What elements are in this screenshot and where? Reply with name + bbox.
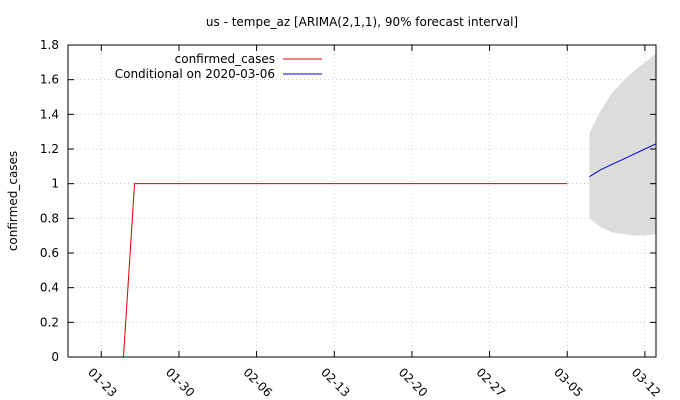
- x-tick-label: 02-27: [473, 365, 508, 400]
- x-tick-label: 02-06: [240, 365, 275, 400]
- y-tick-label: 1.4: [40, 107, 59, 121]
- y-tick-label: 0.6: [40, 246, 59, 260]
- x-tick-label: 03-05: [551, 365, 586, 400]
- forecast-band-layer: [589, 53, 656, 236]
- plot-border: [67, 44, 657, 358]
- grid: [68, 44, 656, 358]
- x-tick-label: 03-12: [629, 365, 664, 400]
- y-tick-label: 0.4: [40, 281, 59, 295]
- y-tick-label: 1: [51, 177, 59, 191]
- x-tick-label: 02-20: [396, 365, 431, 400]
- y-tick-label: 0.2: [40, 315, 59, 329]
- x-tick-label: 02-13: [318, 365, 353, 400]
- x-tick-label: 01-30: [163, 365, 198, 400]
- y-axis-label: confirmed_cases: [6, 151, 20, 251]
- legend-label: Conditional on 2020-03-06: [115, 67, 275, 81]
- y-tick-label: 0: [51, 350, 59, 364]
- series-layer: [122, 143, 657, 358]
- y-tick-label: 1.6: [40, 73, 59, 87]
- conditional-forecast-line: [589, 143, 657, 178]
- x-tick-label: 01-23: [85, 365, 120, 400]
- chart-title: us - tempe_az [ARIMA(2,1,1), 90% forecas…: [206, 15, 518, 29]
- y-tick-label: 1.8: [40, 38, 59, 52]
- y-tick-label: 0.8: [40, 211, 59, 225]
- x-axis: 01-23 01-30 02-06 02-13 02-20 02-27 03-05 03-12: [85, 45, 663, 400]
- y-tick-label: 1.2: [40, 142, 59, 156]
- legend-label: confirmed_cases: [175, 52, 275, 66]
- confirmed-cases-line: [122, 183, 568, 358]
- forecast-interval-band: [589, 53, 656, 236]
- y-axis: 0 0.2 0.4 0.6 0.8 1 1.2 1.4 1.6 1.8: [40, 38, 656, 364]
